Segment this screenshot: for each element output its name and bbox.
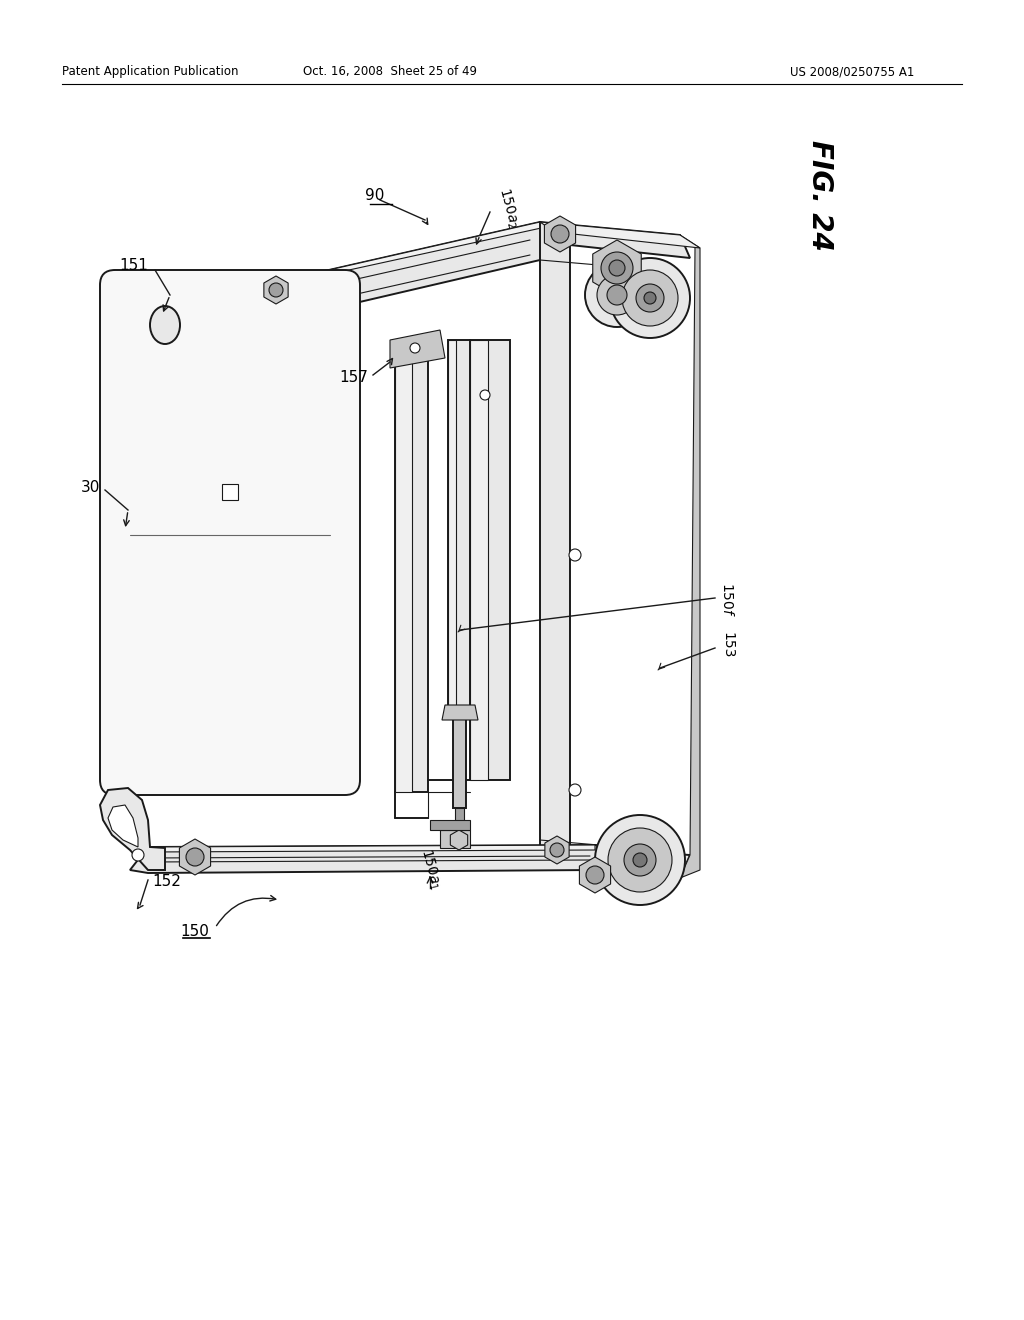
Text: 150: 150 xyxy=(180,924,210,940)
Text: 30: 30 xyxy=(81,479,100,495)
Polygon shape xyxy=(449,341,470,710)
Polygon shape xyxy=(545,836,569,865)
Polygon shape xyxy=(108,805,138,847)
Circle shape xyxy=(622,271,678,326)
Circle shape xyxy=(633,853,647,867)
Circle shape xyxy=(186,847,204,866)
Polygon shape xyxy=(430,820,470,830)
Circle shape xyxy=(608,828,672,892)
Circle shape xyxy=(551,224,569,243)
FancyBboxPatch shape xyxy=(100,271,360,795)
Polygon shape xyxy=(680,235,700,878)
Text: Patent Application Publication: Patent Application Publication xyxy=(62,66,239,78)
Text: 150$a_2$: 150$a_2$ xyxy=(495,186,522,231)
Polygon shape xyxy=(540,222,700,248)
Polygon shape xyxy=(449,341,456,710)
Polygon shape xyxy=(580,857,610,894)
Circle shape xyxy=(624,843,656,876)
Circle shape xyxy=(569,784,581,796)
Polygon shape xyxy=(540,222,690,878)
Polygon shape xyxy=(130,845,640,875)
Text: FIG. 24: FIG. 24 xyxy=(806,140,834,251)
Text: 151: 151 xyxy=(119,257,148,272)
Polygon shape xyxy=(390,330,445,368)
Polygon shape xyxy=(440,830,470,847)
Polygon shape xyxy=(395,358,428,792)
Circle shape xyxy=(610,257,690,338)
Circle shape xyxy=(410,343,420,352)
Text: 157: 157 xyxy=(339,371,368,385)
Polygon shape xyxy=(155,222,560,345)
Circle shape xyxy=(597,275,637,315)
Circle shape xyxy=(601,252,633,284)
Text: 152: 152 xyxy=(152,874,181,890)
Polygon shape xyxy=(453,710,466,808)
Text: 150$a_1$: 150$a_1$ xyxy=(417,847,443,892)
Circle shape xyxy=(569,549,581,561)
Circle shape xyxy=(269,282,283,297)
Polygon shape xyxy=(442,705,478,719)
Circle shape xyxy=(132,849,144,861)
Polygon shape xyxy=(451,830,468,850)
Polygon shape xyxy=(175,222,555,308)
Polygon shape xyxy=(264,276,288,304)
Circle shape xyxy=(607,285,627,305)
Polygon shape xyxy=(148,845,595,851)
Circle shape xyxy=(585,263,649,327)
Text: 150$f$: 150$f$ xyxy=(720,582,735,618)
Circle shape xyxy=(595,814,685,906)
Text: 153: 153 xyxy=(720,632,734,659)
Polygon shape xyxy=(222,484,238,500)
Polygon shape xyxy=(545,216,575,252)
Polygon shape xyxy=(455,808,464,830)
Circle shape xyxy=(644,292,656,304)
Polygon shape xyxy=(395,358,412,792)
Circle shape xyxy=(636,284,664,312)
Ellipse shape xyxy=(150,306,180,345)
Polygon shape xyxy=(100,788,165,870)
Circle shape xyxy=(586,866,604,884)
Text: US 2008/0250755 A1: US 2008/0250755 A1 xyxy=(790,66,914,78)
Text: Oct. 16, 2008  Sheet 25 of 49: Oct. 16, 2008 Sheet 25 of 49 xyxy=(303,66,477,78)
Circle shape xyxy=(550,843,564,857)
Polygon shape xyxy=(470,341,488,780)
Text: 90: 90 xyxy=(366,189,385,203)
Polygon shape xyxy=(179,840,211,875)
Polygon shape xyxy=(470,341,510,780)
Circle shape xyxy=(480,389,490,400)
Circle shape xyxy=(609,260,625,276)
Polygon shape xyxy=(593,240,641,296)
